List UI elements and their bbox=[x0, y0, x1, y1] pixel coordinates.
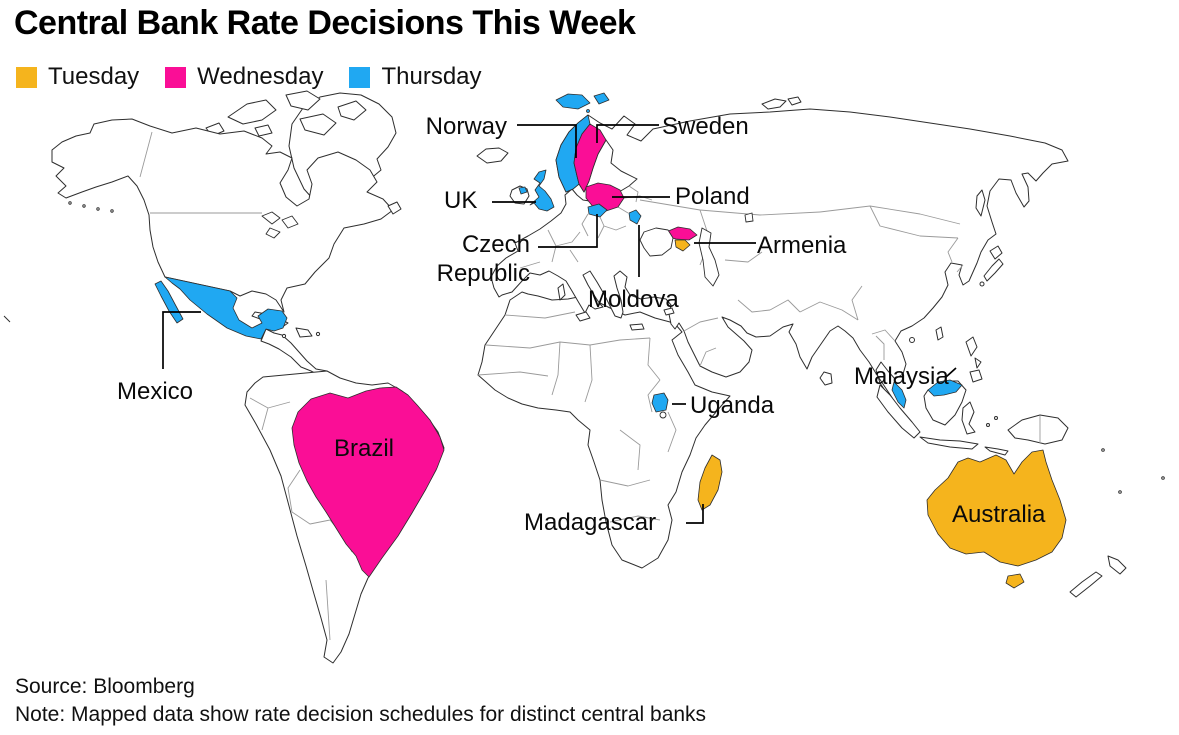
note-text: Note: Mapped data show rate decision sch… bbox=[15, 703, 707, 726]
japan bbox=[989, 245, 1003, 260]
java bbox=[919, 436, 979, 450]
region-uk bbox=[529, 169, 555, 212]
label-uganda: Uganda bbox=[690, 392, 775, 419]
label-sweden: Sweden bbox=[662, 113, 749, 140]
legend-label-thursday: Thursday bbox=[381, 63, 482, 90]
internal-borders-group bbox=[139, 131, 1041, 641]
source-text: Source: Bloomberg bbox=[15, 675, 195, 698]
region-poland bbox=[585, 182, 625, 212]
taiwan bbox=[935, 326, 944, 341]
tuesday-swatch-icon bbox=[16, 66, 37, 88]
highlighted-regions-group bbox=[154, 92, 1067, 589]
leader-malaysia bbox=[945, 367, 957, 378]
region-svalbard bbox=[555, 93, 591, 110]
sumatra bbox=[876, 384, 921, 439]
region-mexico bbox=[164, 276, 288, 340]
legend-item-wednesday: Wednesday bbox=[165, 63, 323, 91]
leader-czech bbox=[538, 214, 598, 248]
sri-lanka bbox=[819, 371, 833, 386]
region-northern-ireland bbox=[518, 186, 528, 195]
label-moldova: Moldova bbox=[588, 286, 679, 313]
leader-mexico bbox=[162, 311, 201, 369]
leader-madagascar bbox=[686, 504, 704, 524]
label-czech-line1: Czech bbox=[461, 231, 530, 258]
newfoundland bbox=[387, 201, 402, 215]
label-norway: Norway bbox=[425, 113, 507, 140]
label-madagascar: Madagascar bbox=[524, 509, 657, 536]
wednesday-swatch-icon bbox=[165, 66, 187, 88]
black-sea bbox=[639, 227, 674, 257]
region-brazil bbox=[291, 386, 445, 578]
seas-group bbox=[261, 211, 754, 419]
region-malaysia-peninsula bbox=[891, 381, 907, 409]
region-malaysia-borneo bbox=[927, 379, 963, 397]
region-czech-republic bbox=[587, 203, 608, 218]
region-armenia bbox=[674, 239, 691, 252]
region-tasmania bbox=[1005, 573, 1025, 589]
label-uk: UK bbox=[444, 187, 478, 214]
label-brazil: Brazil bbox=[334, 435, 395, 462]
aral-sea bbox=[744, 212, 754, 223]
legend-item-thursday: Thursday bbox=[349, 63, 482, 91]
region-uganda bbox=[651, 392, 669, 413]
leader-sweden bbox=[596, 124, 659, 143]
region-madagascar bbox=[697, 454, 723, 511]
leader-norway bbox=[517, 124, 577, 158]
continents-group bbox=[3, 90, 1165, 664]
leader-lines-group bbox=[162, 124, 957, 524]
iceland bbox=[476, 147, 509, 164]
sakhalin bbox=[975, 189, 986, 217]
sulawesi bbox=[961, 401, 976, 435]
label-czech-republic: Czech Republic bbox=[418, 230, 530, 288]
new-zealand bbox=[1107, 555, 1127, 575]
label-poland: Poland bbox=[675, 183, 750, 210]
label-malaysia: Malaysia bbox=[854, 363, 949, 390]
lake-victoria bbox=[659, 411, 667, 419]
label-armenia: Armenia bbox=[757, 232, 847, 259]
new-guinea bbox=[1007, 414, 1069, 445]
legend-label-tuesday: Tuesday bbox=[48, 63, 140, 90]
legend-item-tuesday: Tuesday bbox=[16, 63, 139, 91]
africa-outline bbox=[477, 291, 731, 569]
label-czech-line2: Republic bbox=[436, 260, 530, 287]
thursday-swatch-icon bbox=[349, 66, 371, 88]
legend-label-wednesday: Wednesday bbox=[197, 63, 324, 90]
region-moldova bbox=[628, 209, 642, 225]
great-lakes bbox=[261, 211, 281, 225]
label-australia: Australia bbox=[952, 501, 1046, 528]
chart-title: Central Bank Rate Decisions This Week bbox=[14, 4, 636, 42]
legend: Tuesday Wednesday Thursday bbox=[16, 63, 508, 91]
footer: Source: Bloomberg Note: Mapped data show… bbox=[15, 673, 706, 729]
label-mexico: Mexico bbox=[117, 378, 194, 405]
region-australia bbox=[926, 449, 1067, 567]
central-america-outline bbox=[260, 328, 328, 378]
north-america-outline bbox=[51, 118, 394, 313]
